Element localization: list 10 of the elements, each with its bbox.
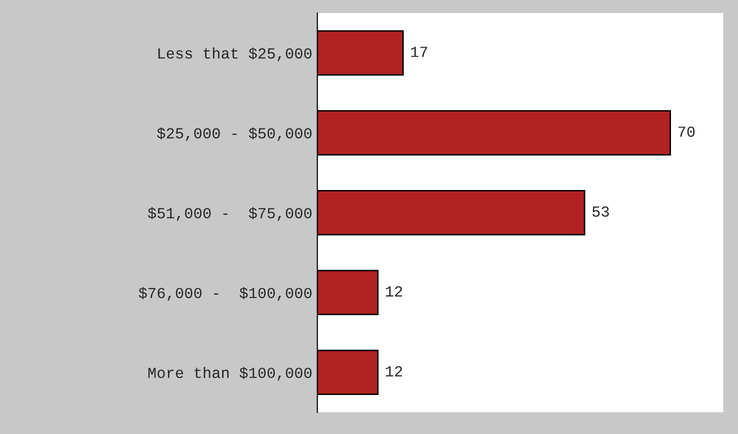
y-tick-label: $51,000 - $75,000 xyxy=(148,207,312,221)
y-tick-label: $25,000 - $50,000 xyxy=(157,127,312,142)
data-label: 70 xyxy=(678,126,695,137)
y-tick-label: Less that $25,000 xyxy=(158,47,312,62)
data-label: 17 xyxy=(411,46,428,57)
data-label: 12 xyxy=(386,286,402,296)
data-label: 12 xyxy=(386,366,402,376)
data-label: 53 xyxy=(592,206,609,217)
y-tick-label: $76,000 - $100,000 xyxy=(138,287,312,301)
y-tick-label: More than $100,000 xyxy=(148,366,312,381)
